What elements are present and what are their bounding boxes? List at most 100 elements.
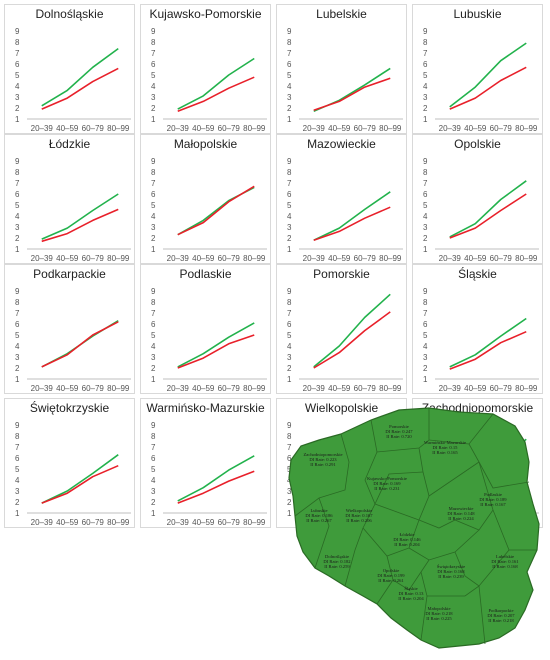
y-tick-label: 6: [151, 60, 156, 69]
chart-title: Kujawsko-Pomorskie: [149, 7, 262, 21]
y-tick-label: 2: [423, 104, 428, 113]
y-tick-label: 7: [15, 49, 20, 58]
y-tick-label: 5: [151, 71, 156, 80]
y-tick-label: 5: [15, 71, 20, 80]
region-label: Podlaskie DI Rate: 0.189 II Rate: 0.167: [479, 492, 507, 507]
series-line-red: [177, 185, 255, 236]
x-tick-label: 40–59: [328, 124, 351, 133]
y-tick-label: 9: [423, 27, 428, 36]
x-tick-label: 20–39: [31, 254, 54, 263]
y-tick-label: 8: [287, 168, 292, 177]
y-tick-label: 6: [151, 190, 156, 199]
y-tick-label: 7: [151, 443, 156, 452]
chart-title: Warmińsko-Mazurskie: [146, 401, 265, 415]
chart-title: Podlaskie: [179, 267, 232, 281]
region-label: Lubuskie DI Rate: 0.186 II Rate: 0.267: [305, 508, 333, 523]
y-tick-label: 7: [151, 179, 156, 188]
x-tick-label: 20–39: [303, 384, 326, 393]
y-tick-label: 9: [151, 287, 156, 296]
x-tick-label: 40–59: [328, 254, 351, 263]
y-tick-label: 6: [287, 454, 292, 463]
y-tick-label: 1: [15, 375, 20, 384]
y-tick-label: 4: [151, 342, 156, 351]
series-line-red: [177, 76, 255, 113]
y-tick-label: 7: [15, 179, 20, 188]
region-label: Lubelskie DI Rate: 0.161 II Rate: 0.168: [491, 554, 519, 569]
y-tick-label: 1: [15, 115, 20, 124]
x-tick-label: 60–79: [82, 384, 105, 393]
x-tick-label: 20–39: [167, 124, 190, 133]
y-tick-label: 6: [15, 60, 20, 69]
chart-title: Lubuskie: [453, 7, 502, 21]
chart-title: Śląskie: [458, 267, 497, 281]
x-tick-label: 80–99: [107, 518, 130, 527]
y-tick-label: 8: [151, 168, 156, 177]
region-label: Mazowieckie DI Rate: 0.148 II Rate: 0.224: [447, 506, 475, 521]
y-tick-label: 8: [423, 38, 428, 47]
region-label: Wielkopolskie DI Rate: 0.167 II Rate: 0.20…: [345, 508, 373, 523]
chart-13: Świętokrzyskie 1 2 3 4 5 6 7 8 9 20–39 40–59 60–79 80…: [4, 398, 135, 528]
y-tick-label: 7: [287, 309, 292, 318]
y-tick-label: 6: [15, 454, 20, 463]
y-tick-label: 9: [15, 421, 20, 430]
y-tick-label: 4: [287, 82, 292, 91]
series-line-red: [313, 206, 391, 241]
series-line-red: [177, 470, 255, 504]
y-tick-label: 1: [287, 115, 292, 124]
y-tick-label: 6: [423, 320, 428, 329]
region-border: [294, 497, 330, 569]
y-tick-label: 7: [151, 309, 156, 318]
y-tick-label: 6: [151, 454, 156, 463]
x-tick-label: 80–99: [379, 384, 402, 393]
x-tick-label: 60–79: [82, 124, 105, 133]
series-line-green: [177, 455, 255, 502]
x-tick-label: 20–39: [167, 518, 190, 527]
y-tick-label: 4: [15, 476, 20, 485]
x-tick-label: 80–99: [243, 254, 266, 263]
x-tick-label: 20–39: [167, 254, 190, 263]
region-label: Łódzkie DI Rate: 0.146 II Rate: 0.204: [393, 532, 421, 547]
chart-title: Wielkopolskie: [304, 401, 379, 415]
y-tick-label: 7: [423, 179, 428, 188]
chart-title: Małopolskie: [173, 137, 238, 151]
y-tick-label: 1: [287, 509, 292, 518]
x-tick-label: 60–79: [354, 254, 377, 263]
series-line-red: [41, 67, 119, 110]
y-tick-label: 5: [15, 331, 20, 340]
y-tick-label: 8: [151, 432, 156, 441]
y-tick-label: 4: [423, 212, 428, 221]
region-border: [408, 529, 480, 561]
region-border: [418, 509, 494, 531]
chart-8: Opolskie 1 2 3 4 5 6 7 8 9 20–39 40–59 60–79 80–99: [412, 134, 543, 264]
x-tick-label: 60–79: [490, 384, 513, 393]
y-tick-label: 4: [423, 82, 428, 91]
x-tick-label: 80–99: [243, 124, 266, 133]
y-tick-label: 9: [15, 157, 20, 166]
y-tick-label: 1: [151, 375, 156, 384]
y-tick-label: 9: [15, 27, 20, 36]
y-tick-label: 1: [423, 375, 428, 384]
y-tick-label: 2: [287, 498, 292, 507]
y-tick-label: 1: [151, 115, 156, 124]
y-tick-label: 3: [151, 487, 156, 496]
series-line-red: [313, 311, 391, 369]
y-tick-label: 3: [15, 487, 20, 496]
region-border: [454, 549, 510, 587]
y-tick-label: 5: [287, 71, 292, 80]
y-tick-label: 9: [287, 421, 292, 430]
region-label: Warmińsko-Mazurskie DI Rate: 0.15 II Rate:…: [424, 440, 466, 455]
series-line-green: [313, 67, 391, 113]
series-line-green: [41, 454, 119, 504]
x-tick-label: 80–99: [515, 254, 538, 263]
y-tick-label: 5: [423, 71, 428, 80]
y-tick-label: 7: [151, 49, 156, 58]
y-tick-label: 3: [287, 353, 292, 362]
y-tick-label: 4: [151, 212, 156, 221]
chart-4: Lubuskie 1 2 3 4 5 6 7 8 9 20–39 40–59 60–79 80–99: [412, 4, 543, 134]
